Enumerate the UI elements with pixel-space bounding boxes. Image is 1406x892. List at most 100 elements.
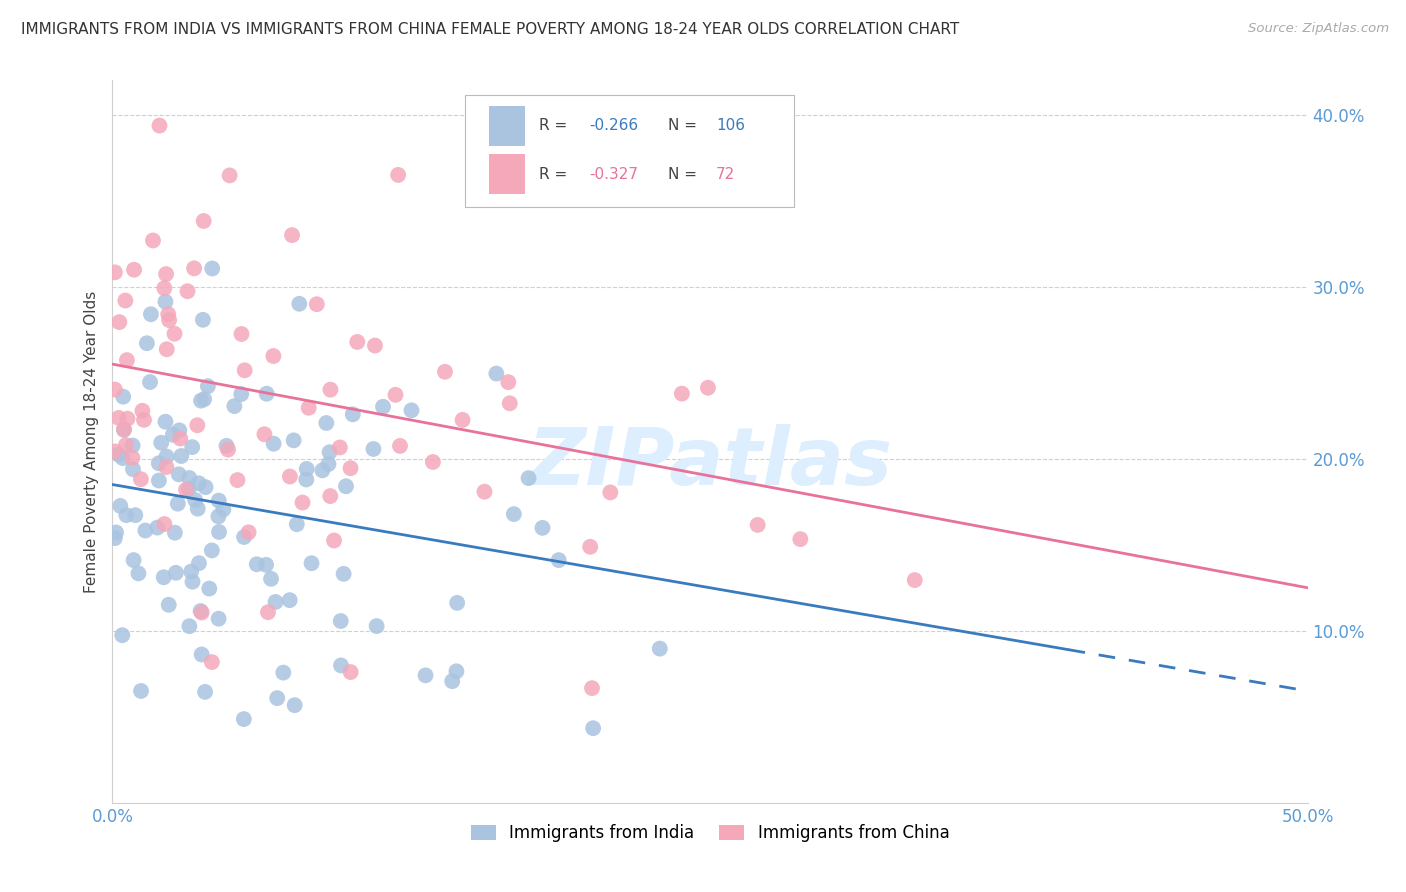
Point (167, 467, 190, 482)
Point (330, 658, 353, 673)
Point (281, 228, 304, 243)
Point (342, 408, 364, 422)
Point (246, 558, 269, 572)
Point (190, 606, 212, 620)
Point (531, 521, 554, 535)
Point (319, 489, 342, 503)
Point (747, 517, 769, 532)
Point (579, 540, 602, 554)
Point (174, 483, 197, 497)
Point (187, 501, 209, 516)
Point (180, 565, 202, 579)
Point (904, 573, 927, 587)
Point (131, 404, 153, 418)
Legend: Immigrants from India, Immigrants from China: Immigrants from India, Immigrants from C… (464, 817, 956, 848)
Point (190, 393, 212, 408)
Point (207, 612, 229, 626)
Text: IMMIGRANTS FROM INDIA VS IMMIGRANTS FROM CHINA FEMALE POVERTY AMONG 18-24 YEAR O: IMMIGRANTS FROM INDIA VS IMMIGRANTS FROM… (21, 22, 959, 37)
Point (166, 497, 188, 511)
Point (201, 543, 224, 558)
Point (153, 281, 176, 295)
Point (179, 471, 201, 485)
Point (193, 214, 215, 228)
Point (134, 524, 156, 538)
Point (121, 450, 143, 465)
Point (264, 595, 287, 609)
Point (284, 698, 307, 713)
Point (253, 427, 276, 442)
Point (190, 604, 212, 618)
Point (122, 553, 145, 567)
Point (187, 476, 209, 491)
Point (364, 338, 387, 352)
Point (115, 438, 138, 452)
Point (582, 721, 605, 735)
Point (285, 517, 308, 532)
Point (105, 525, 128, 540)
Point (181, 440, 204, 454)
Point (696, 381, 718, 395)
Point (295, 473, 318, 487)
Point (170, 449, 193, 463)
Point (233, 363, 256, 377)
Point (231, 387, 253, 401)
Point (298, 401, 321, 415)
Point (363, 442, 385, 456)
Point (104, 531, 127, 545)
Point (401, 403, 423, 417)
Point (176, 284, 198, 298)
Point (315, 416, 337, 430)
Text: R =: R = (538, 167, 572, 182)
Point (163, 525, 186, 540)
Point (201, 655, 224, 669)
Point (599, 485, 621, 500)
Point (232, 712, 254, 726)
Point (155, 294, 177, 309)
Point (146, 520, 169, 534)
Point (155, 460, 177, 475)
Text: N =: N = (668, 119, 702, 133)
Point (278, 593, 301, 607)
Point (142, 234, 165, 248)
Point (648, 641, 671, 656)
Point (231, 326, 253, 341)
Point (155, 267, 177, 281)
Point (139, 307, 162, 321)
Point (226, 473, 249, 487)
Point (318, 457, 340, 471)
Point (201, 261, 224, 276)
Point (212, 502, 235, 516)
Point (197, 379, 219, 393)
FancyBboxPatch shape (489, 106, 524, 145)
Point (502, 507, 524, 521)
Point (129, 684, 152, 698)
Point (112, 390, 135, 404)
Point (112, 423, 135, 437)
Point (433, 365, 456, 379)
Point (256, 386, 278, 401)
Point (124, 508, 146, 523)
Point (422, 455, 444, 469)
Point (233, 530, 256, 544)
Point (186, 418, 208, 433)
Point (122, 262, 145, 277)
Point (177, 482, 200, 496)
Point (152, 570, 174, 584)
Point (283, 434, 305, 448)
Point (194, 480, 217, 494)
Point (148, 456, 170, 470)
Point (671, 386, 693, 401)
Point (155, 450, 177, 464)
Point (107, 411, 129, 425)
Point (581, 681, 603, 695)
Point (110, 499, 132, 513)
Point (198, 582, 221, 596)
Point (112, 422, 135, 436)
Y-axis label: Female Poverty Among 18-24 Year Olds: Female Poverty Among 18-24 Year Olds (83, 291, 98, 592)
Point (148, 119, 170, 133)
Point (108, 315, 131, 329)
Point (384, 388, 406, 402)
Point (441, 674, 464, 689)
Point (148, 474, 170, 488)
Point (291, 495, 314, 509)
